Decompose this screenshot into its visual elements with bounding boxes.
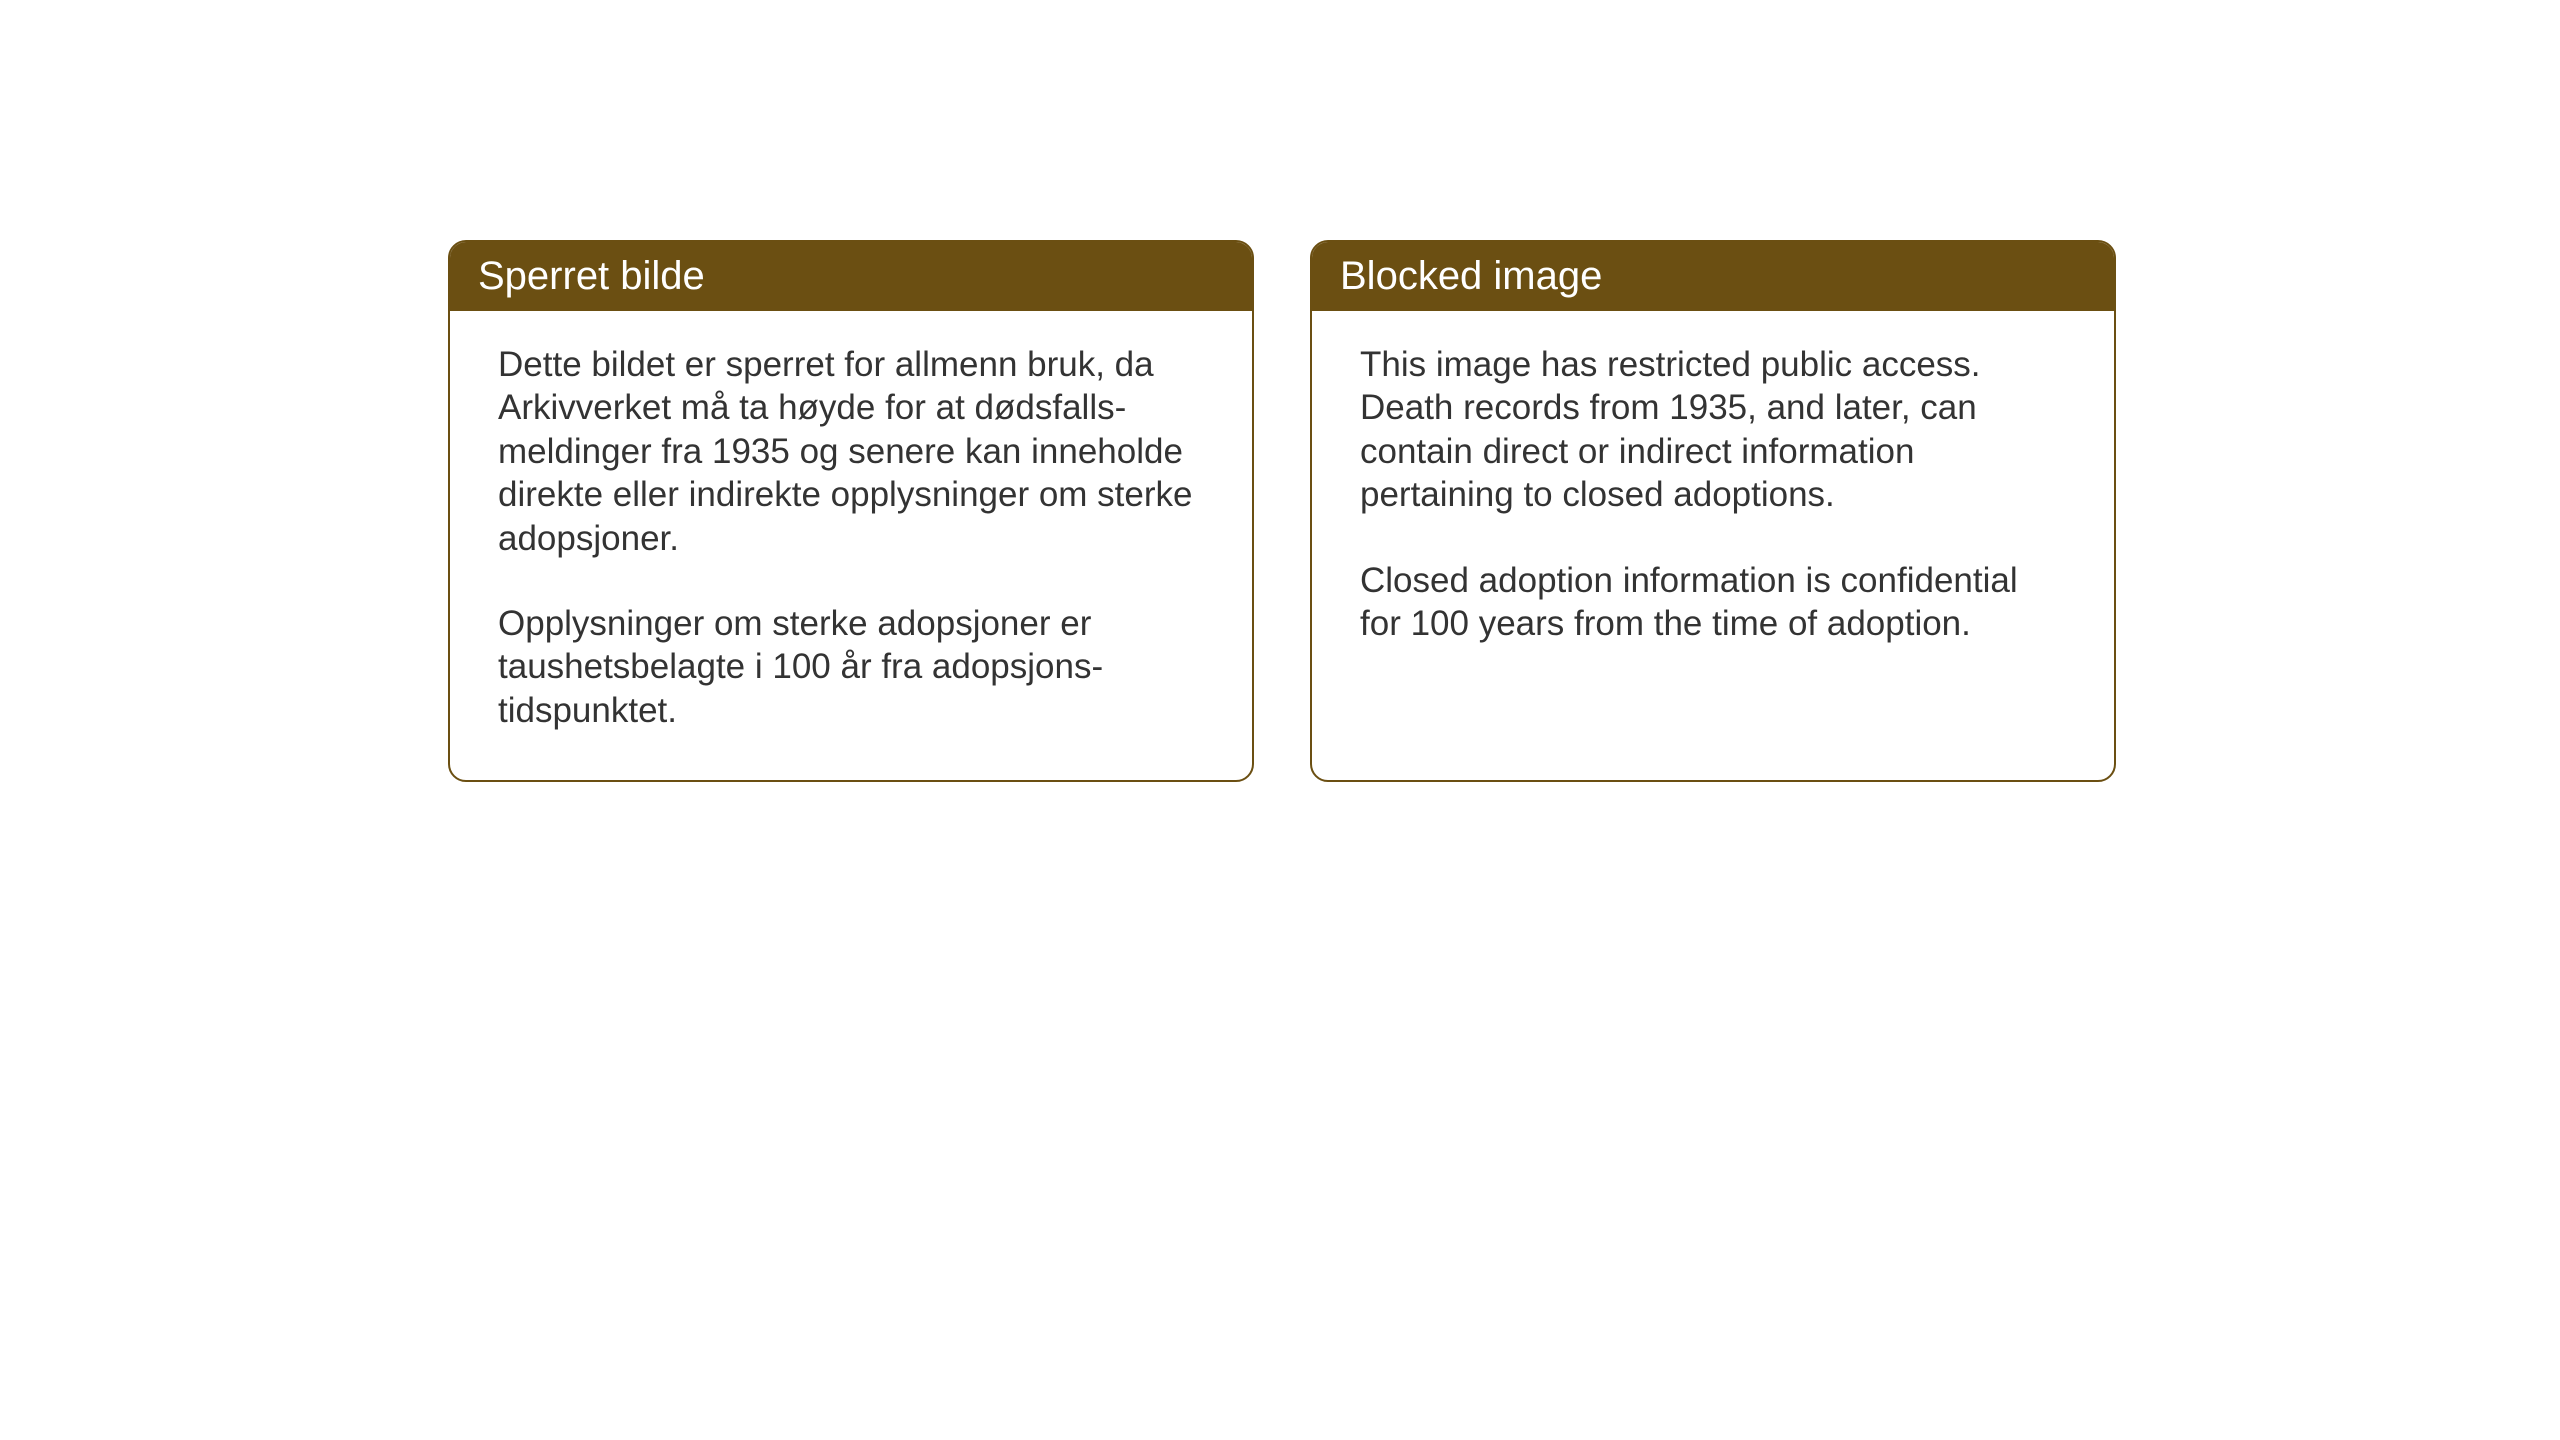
card-english-body: This image has restricted public access.… — [1312, 311, 2114, 693]
card-english-header: Blocked image — [1312, 242, 2114, 311]
card-norwegian-body: Dette bildet er sperret for allmenn bruk… — [450, 311, 1252, 780]
card-norwegian-paragraph2: Opplysninger om sterke adopsjoner er tau… — [498, 602, 1204, 732]
card-english-title: Blocked image — [1340, 254, 1602, 298]
card-norwegian-paragraph1: Dette bildet er sperret for allmenn bruk… — [498, 343, 1204, 560]
card-english-paragraph2: Closed adoption information is confident… — [1360, 559, 2066, 646]
cards-container: Sperret bilde Dette bildet er sperret fo… — [448, 240, 2116, 782]
card-english-paragraph1: This image has restricted public access.… — [1360, 343, 2066, 517]
card-norwegian-title: Sperret bilde — [478, 254, 705, 298]
card-english: Blocked image This image has restricted … — [1310, 240, 2116, 782]
card-norwegian-header: Sperret bilde — [450, 242, 1252, 311]
card-norwegian: Sperret bilde Dette bildet er sperret fo… — [448, 240, 1254, 782]
